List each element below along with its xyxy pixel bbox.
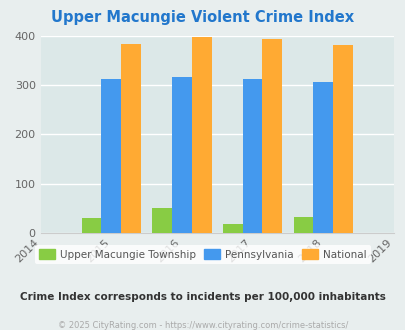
Bar (152, 208, 172, 233)
Bar (313, 82, 332, 233)
Bar (191, 37, 211, 233)
Bar (172, 77, 191, 233)
Bar (101, 79, 121, 233)
Bar (81, 218, 101, 233)
Bar (262, 39, 281, 233)
Text: Upper Macungie Violent Crime Index: Upper Macungie Violent Crime Index (51, 10, 354, 25)
Text: © 2025 CityRating.com - https://www.cityrating.com/crime-statistics/: © 2025 CityRating.com - https://www.city… (58, 321, 347, 330)
Bar (222, 224, 242, 233)
Bar (332, 45, 352, 233)
Legend: Upper Macungie Township, Pennsylvania, National: Upper Macungie Township, Pennsylvania, N… (35, 245, 370, 264)
Bar (121, 44, 141, 233)
Text: Crime Index corresponds to incidents per 100,000 inhabitants: Crime Index corresponds to incidents per… (20, 292, 385, 302)
Bar (293, 217, 313, 233)
Bar (242, 79, 262, 233)
